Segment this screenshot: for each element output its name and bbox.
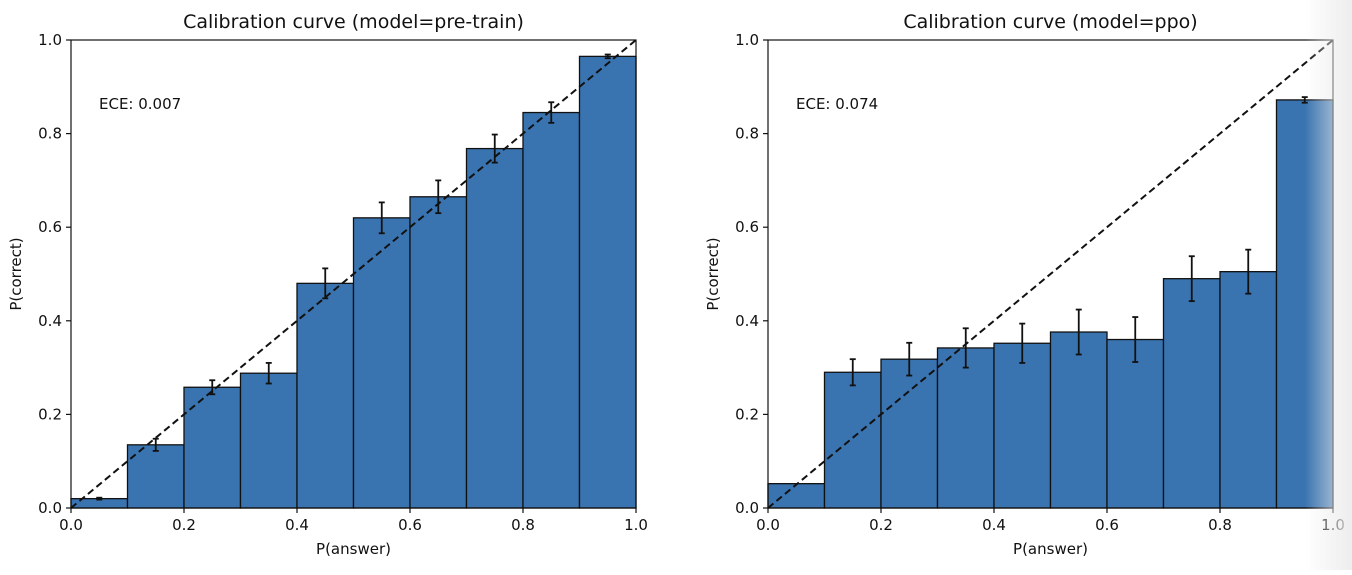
x-axis-label: P(answer) <box>316 540 391 558</box>
y-tick-label: 1.0 <box>38 31 62 49</box>
bar <box>239 372 298 509</box>
ece-annotation: ECE: 0.007 <box>99 95 181 113</box>
bar <box>578 55 637 509</box>
x-tick-label: 0.8 <box>511 516 535 534</box>
x-tick-label: 0.6 <box>398 516 422 534</box>
bar <box>126 444 185 509</box>
y-tick-label: 1.0 <box>735 31 759 49</box>
y-tick-label: 0.2 <box>38 405 62 423</box>
y-tick-label: 0.6 <box>735 218 759 236</box>
chart-panel-2: 0.0 0.2 0.4 0.6 0.8 1.0 0.0 0.2 0.4 0.6 0.8 1.0 Cali… <box>704 11 1345 558</box>
chart-title: Calibration curve (model=ppo) <box>903 11 1197 33</box>
x-tick-label: 0.4 <box>982 516 1006 534</box>
chart-panel-1: 0.0 0.2 0.4 0.6 0.8 1.0 0.0 0.2 0.4 0.6 0.8 1.0 Cali… <box>7 11 648 558</box>
y-tick-label: 0.0 <box>38 499 62 517</box>
bar <box>823 371 882 509</box>
bar <box>880 358 939 509</box>
bar <box>296 282 355 509</box>
x-tick-label: 0.6 <box>1095 516 1119 534</box>
x-tick-label: 0.0 <box>59 516 83 534</box>
bar <box>767 483 826 509</box>
bar <box>1106 338 1165 509</box>
bar <box>1049 331 1108 509</box>
chart-title: Calibration curve (model=pre-train) <box>183 11 524 33</box>
x-tick-label: 0.8 <box>1208 516 1232 534</box>
bar <box>1162 278 1221 509</box>
diagonal-reference-line <box>767 39 1334 509</box>
y-axis-label: P(correct) <box>704 237 722 310</box>
x-tick-label: 0.2 <box>869 516 893 534</box>
bar <box>465 147 524 509</box>
y-tick-label: 0.6 <box>38 218 62 236</box>
x-tick-label: 0.0 <box>756 516 780 534</box>
x-tick-label: 1.0 <box>1321 516 1345 534</box>
bar <box>936 347 995 509</box>
y-tick-label: 0.8 <box>735 125 759 143</box>
bar <box>1275 99 1334 509</box>
bar <box>352 217 411 509</box>
bar <box>409 196 468 509</box>
y-tick-label: 0.8 <box>38 125 62 143</box>
y-tick-label: 0.2 <box>735 405 759 423</box>
bar <box>1219 271 1278 509</box>
y-tick-label: 0.4 <box>735 312 759 330</box>
ece-annotation: ECE: 0.074 <box>796 95 878 113</box>
diagonal-reference-line <box>70 39 637 509</box>
bar <box>183 386 242 509</box>
axes-frame <box>70 39 637 509</box>
bar <box>522 111 581 509</box>
y-tick-label: 0.4 <box>38 312 62 330</box>
x-tick-label: 1.0 <box>624 516 648 534</box>
y-tick-label: 0.0 <box>735 499 759 517</box>
x-tick-label: 0.2 <box>172 516 196 534</box>
y-axis-label: P(correct) <box>7 237 25 310</box>
bar <box>993 342 1052 509</box>
x-axis-label: P(answer) <box>1013 540 1088 558</box>
x-tick-label: 0.4 <box>285 516 309 534</box>
